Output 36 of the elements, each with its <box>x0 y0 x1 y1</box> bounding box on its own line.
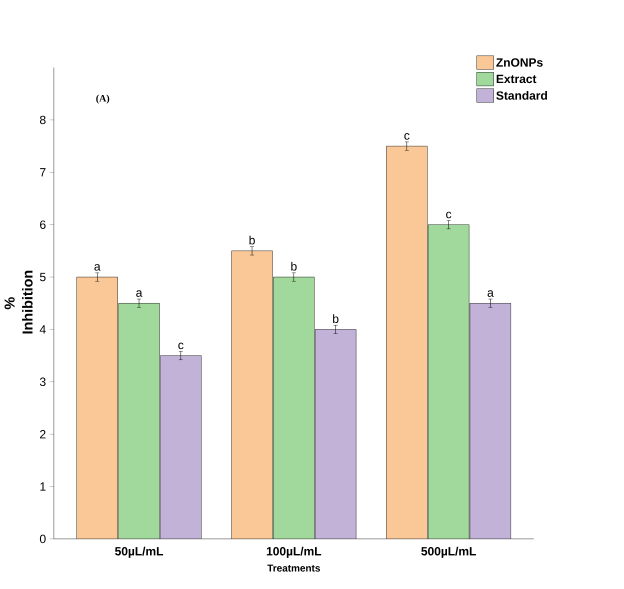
bar <box>118 303 160 540</box>
bar <box>160 356 202 540</box>
data-label: b <box>333 314 338 324</box>
bar <box>273 277 314 540</box>
bar <box>428 224 470 540</box>
bar <box>232 251 273 540</box>
data-label: a <box>488 290 494 298</box>
data-label: a <box>94 264 101 271</box>
bar <box>315 330 356 540</box>
y-tick-label: 5 <box>40 273 46 282</box>
x-tick-label: 100µL/mL <box>266 546 322 558</box>
data-label: c <box>178 342 184 350</box>
y-tick-label: 6 <box>40 220 46 230</box>
data-label: c <box>446 212 452 218</box>
legend-label: Extract <box>496 75 536 84</box>
y-tick-label: 3 <box>40 378 46 386</box>
x-axis-title: Treatments <box>267 564 320 572</box>
y-tick-label: 4 <box>40 326 46 334</box>
y-tick-label: 7 <box>40 168 46 177</box>
data-label: b <box>249 236 255 245</box>
data-label: a <box>136 290 142 298</box>
y-tick-label: 0 <box>40 534 46 544</box>
bar <box>76 277 118 540</box>
bar <box>470 303 512 540</box>
data-label: c <box>404 133 410 140</box>
y-tick-label: 1 <box>40 482 46 491</box>
bar <box>386 146 428 540</box>
y-tick-label: 8 <box>40 116 46 124</box>
x-tick-label: 50µL/mL <box>115 546 164 558</box>
x-tick-label: 500µL/mL <box>421 546 476 558</box>
data-label: b <box>291 262 297 271</box>
y-axis-title: % Inhibition <box>4 270 33 334</box>
legend-label: ZnONPs <box>496 58 543 67</box>
y-tick-label: 2 <box>40 430 46 439</box>
legend-label: Standard <box>496 91 547 100</box>
annotation: (A) <box>96 94 110 104</box>
